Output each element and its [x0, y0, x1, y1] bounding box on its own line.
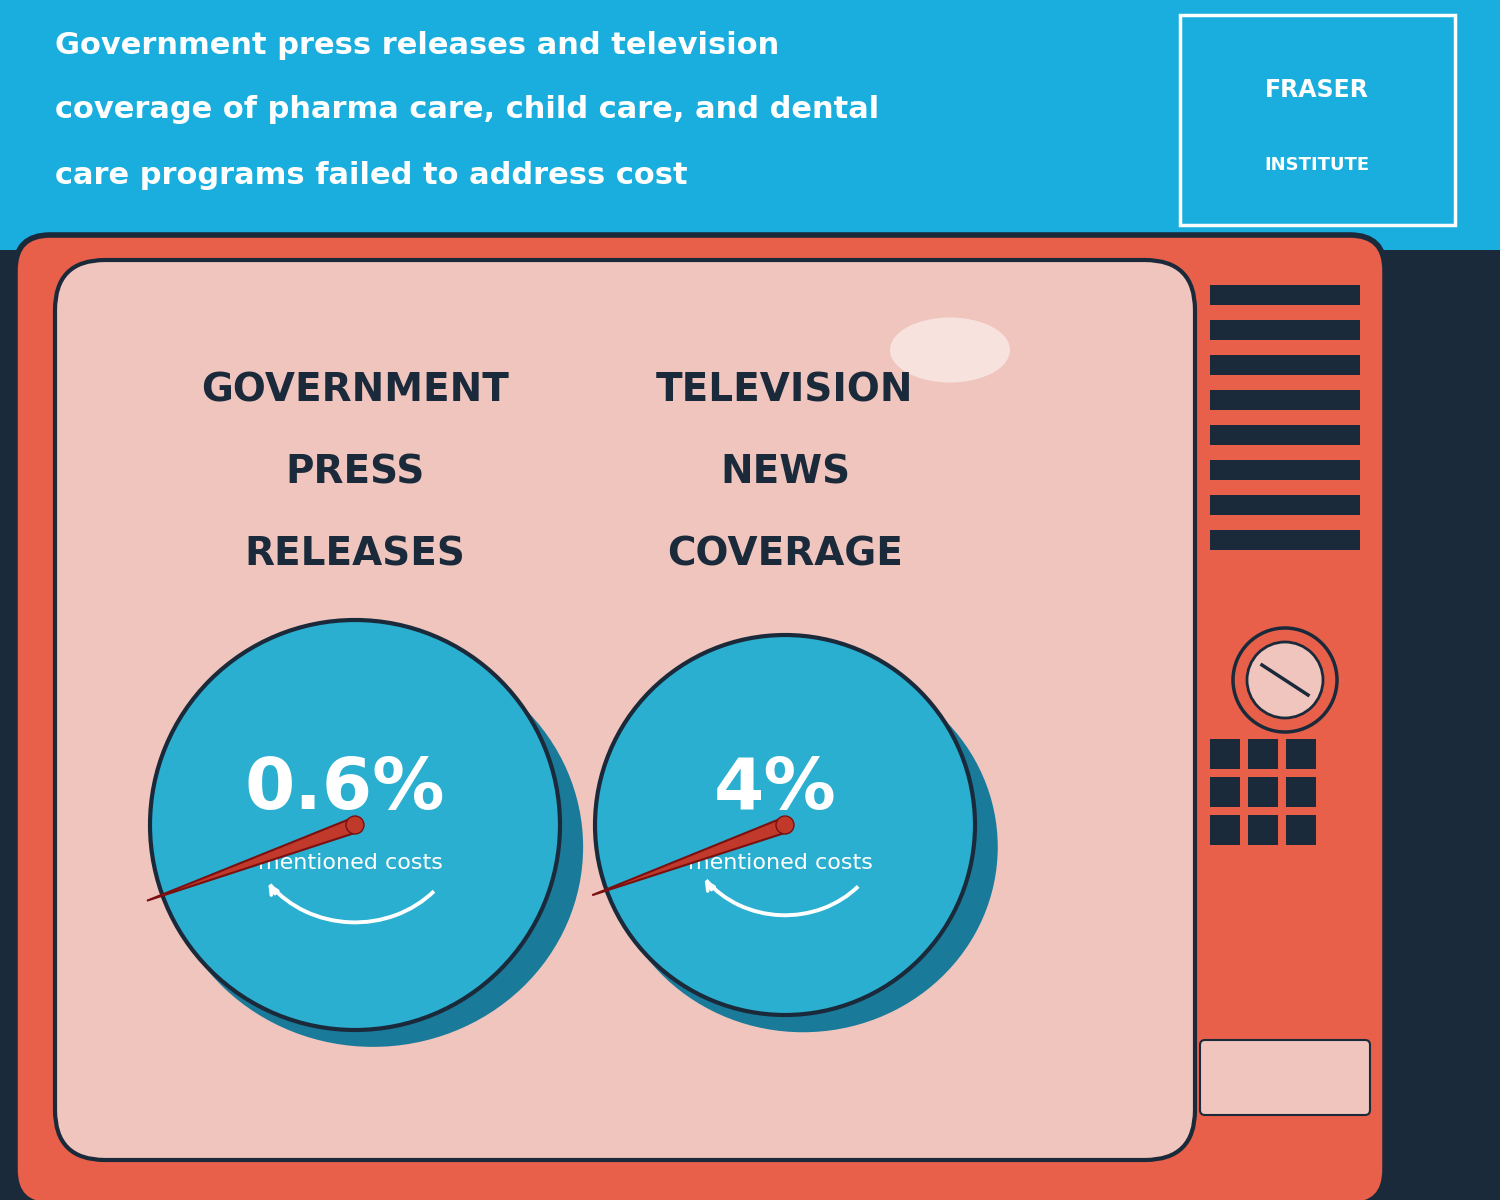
- FancyBboxPatch shape: [1200, 1040, 1370, 1115]
- Circle shape: [776, 816, 794, 834]
- Bar: [0, 0, 1500, 250]
- Bar: [1210, 530, 1360, 550]
- Bar: [1210, 815, 1240, 845]
- Bar: [1248, 815, 1278, 845]
- Text: INSTITUTE: INSTITUTE: [1264, 156, 1370, 174]
- Text: mentioned costs: mentioned costs: [687, 853, 873, 874]
- Text: COVERAGE: COVERAGE: [668, 535, 903, 572]
- Bar: [1210, 494, 1360, 515]
- Polygon shape: [592, 818, 788, 895]
- Text: GOVERNMENT: GOVERNMENT: [201, 371, 508, 409]
- Bar: [1210, 286, 1360, 305]
- Circle shape: [346, 816, 364, 834]
- FancyBboxPatch shape: [15, 235, 1384, 1200]
- Circle shape: [1246, 642, 1323, 718]
- Bar: [1210, 778, 1240, 806]
- Text: mentioned costs: mentioned costs: [258, 853, 442, 874]
- Text: FRASER: FRASER: [1264, 78, 1370, 102]
- Bar: [1210, 739, 1240, 769]
- Bar: [1286, 739, 1316, 769]
- Bar: [1210, 460, 1360, 480]
- Text: Government press releases and television: Government press releases and television: [56, 30, 780, 60]
- Text: TELEVISION: TELEVISION: [657, 371, 914, 409]
- FancyBboxPatch shape: [56, 260, 1196, 1160]
- Circle shape: [1233, 628, 1336, 732]
- Polygon shape: [147, 818, 357, 901]
- Ellipse shape: [608, 661, 998, 1032]
- Text: 4%: 4%: [714, 756, 837, 824]
- Ellipse shape: [890, 318, 1010, 383]
- Bar: [1286, 778, 1316, 806]
- Text: care programs failed to address cost: care programs failed to address cost: [56, 161, 687, 190]
- Circle shape: [596, 635, 975, 1015]
- Text: coverage of pharma care, child care, and dental: coverage of pharma care, child care, and…: [56, 96, 879, 125]
- Bar: [1286, 815, 1316, 845]
- Circle shape: [150, 620, 560, 1030]
- Ellipse shape: [164, 647, 584, 1046]
- Text: PRESS: PRESS: [285, 454, 424, 491]
- Text: 0.6%: 0.6%: [244, 756, 446, 824]
- Text: NEWS: NEWS: [720, 454, 850, 491]
- Bar: [1210, 390, 1360, 410]
- Bar: [1210, 355, 1360, 374]
- Bar: [1210, 320, 1360, 340]
- Bar: [1210, 425, 1360, 445]
- Bar: [0, 250, 1500, 1200]
- Text: RELEASES: RELEASES: [244, 535, 465, 572]
- Bar: [1248, 778, 1278, 806]
- Bar: [1248, 739, 1278, 769]
